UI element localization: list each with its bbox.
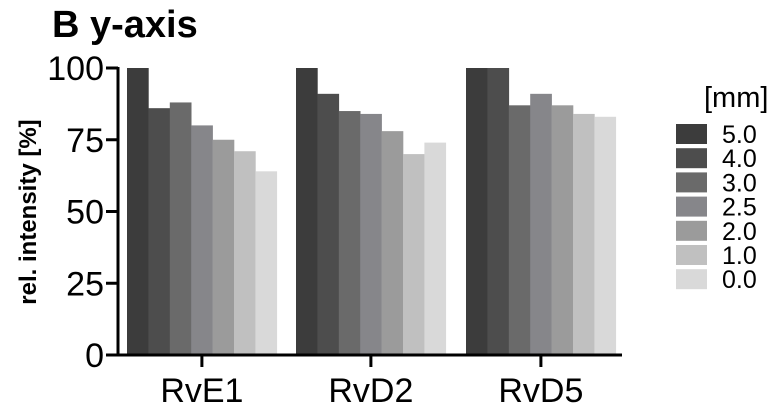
y-tick-label: 0: [85, 337, 104, 375]
bar-rve1-0-0: [255, 171, 278, 355]
bar-rvd5-3-0: [508, 105, 531, 355]
bar-rve1-2-0: [212, 139, 235, 355]
legend-label: 2.0: [722, 218, 757, 246]
legend-label: 3.0: [722, 169, 757, 197]
axes-group: 0 25 50 75 100 RvE1 RvD2 RvD5: [47, 50, 622, 410]
bars-group: [127, 68, 617, 356]
legend-swatch: [676, 124, 707, 144]
chart-title: B y-axis: [52, 4, 198, 46]
bar-rvd2-2-0: [381, 131, 404, 355]
legend-swatch: [676, 245, 707, 265]
legend-title: [mm]: [704, 82, 768, 114]
y-tick-label: 75: [66, 122, 104, 160]
bar-rvd2-4-0: [317, 93, 340, 355]
y-tick-label: 50: [66, 194, 104, 232]
bar-rvd2-0-0: [424, 142, 447, 355]
x-tick-label: RvD5: [498, 372, 583, 410]
legend-label: 1.0: [722, 242, 757, 270]
legend-swatch: [676, 269, 707, 290]
legend-label: 2.5: [722, 194, 757, 222]
y-axis-label: rel. intensity [%]: [15, 119, 42, 304]
bar-rve1-4-0: [148, 108, 171, 356]
x-tick-label: RvE1: [160, 372, 243, 410]
legend-label: 5.0: [722, 121, 757, 149]
legend-swatch: [676, 196, 707, 217]
legend-swatch: [676, 172, 707, 193]
legend-swatch: [676, 148, 707, 169]
y-tick-label: 25: [66, 265, 104, 303]
bar-rve1-1-0: [234, 151, 256, 355]
bar-rve1-2-5: [191, 125, 213, 356]
bar-rvd5-5-0: [466, 68, 488, 355]
bar-rvd5-1-0: [573, 113, 595, 355]
bar-rvd5-4-0: [487, 68, 510, 355]
bar-rvd2-5-0: [296, 68, 318, 355]
bar-rve1-5-0: [127, 68, 149, 355]
y-tick-label: 100: [47, 50, 104, 88]
legend-swatch: [676, 220, 707, 241]
legend: [mm] 5.04.03.02.52.01.00.0: [676, 82, 768, 294]
bar-rvd5-0-0: [594, 116, 617, 355]
legend-label: 4.0: [722, 145, 757, 173]
bar-rvd2-1-0: [403, 154, 425, 355]
bar-rvd5-2-5: [530, 93, 552, 355]
bar-rve1-3-0: [169, 102, 192, 355]
bar-rvd2-2-5: [360, 113, 382, 355]
x-tick-label: RvD2: [328, 372, 413, 410]
bar-rvd5-2-0: [551, 105, 574, 355]
legend-label: 0.0: [722, 266, 757, 294]
bar-rvd2-3-0: [338, 111, 361, 355]
